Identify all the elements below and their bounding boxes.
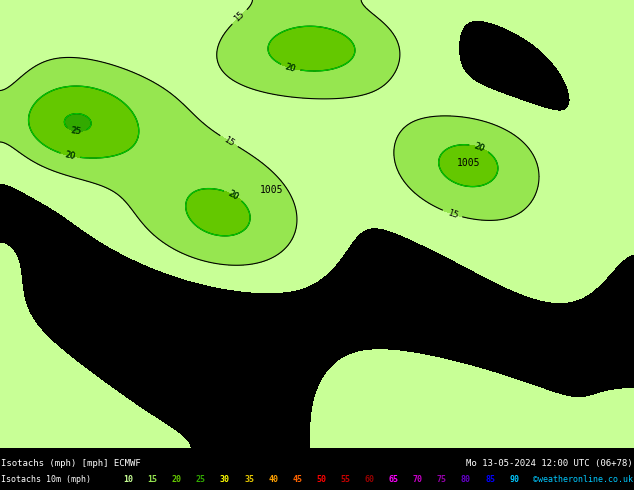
Text: 30: 30 [220,475,230,484]
Text: 15: 15 [148,475,158,484]
Text: 60: 60 [365,475,375,484]
Text: 20: 20 [172,475,182,484]
Text: 15: 15 [222,135,236,148]
Text: 70: 70 [413,475,423,484]
Text: 65: 65 [389,475,399,484]
Text: Isotachs 10m (mph): Isotachs 10m (mph) [1,475,91,484]
Text: 20: 20 [284,62,297,74]
Text: 15: 15 [233,10,247,24]
Text: 85: 85 [485,475,495,484]
Text: 55: 55 [340,475,351,484]
Text: 50: 50 [316,475,327,484]
Text: ©weatheronline.co.uk: ©weatheronline.co.uk [533,475,633,484]
Text: 40: 40 [268,475,278,484]
Text: 15: 15 [446,208,459,220]
Text: Isotachs (mph) [mph] ECMWF: Isotachs (mph) [mph] ECMWF [1,459,141,468]
Text: 20: 20 [64,150,76,161]
Text: 10: 10 [124,475,134,484]
Text: 20: 20 [284,62,297,74]
Text: Mo 13-05-2024 12:00 UTC (06+78): Mo 13-05-2024 12:00 UTC (06+78) [466,459,633,468]
Text: 1005: 1005 [260,185,283,195]
Text: 20: 20 [473,141,486,153]
Text: 75: 75 [437,475,447,484]
Text: 25: 25 [70,126,82,136]
Text: 20: 20 [473,141,486,153]
Text: 90: 90 [509,475,519,484]
Text: 45: 45 [292,475,302,484]
Text: 20: 20 [226,189,240,201]
Text: 25: 25 [70,126,82,136]
Text: 20: 20 [226,189,240,201]
Text: 20: 20 [64,150,76,161]
Text: 35: 35 [244,475,254,484]
Text: 25: 25 [196,475,206,484]
Text: 80: 80 [461,475,471,484]
Text: 1005: 1005 [456,158,480,168]
